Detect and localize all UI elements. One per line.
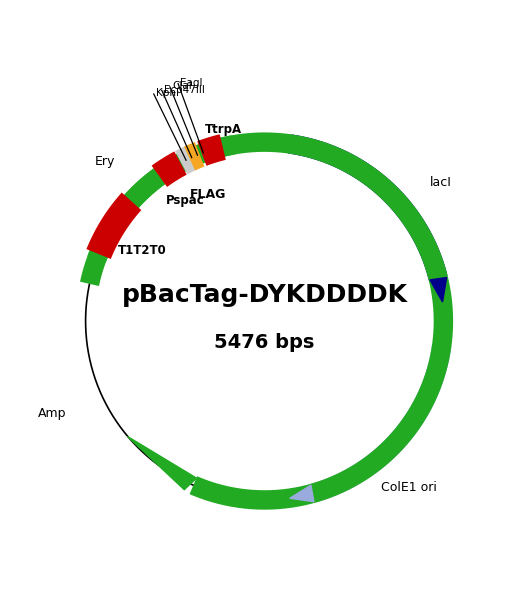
Text: lacI: lacI — [430, 176, 452, 189]
Text: FLAG: FLAG — [190, 188, 226, 201]
Polygon shape — [127, 436, 197, 490]
Text: 5476 bps: 5476 bps — [214, 332, 315, 352]
Text: ClaI: ClaI — [172, 82, 191, 91]
Text: ColE1 ori: ColE1 ori — [381, 481, 437, 494]
Text: pBacTag-DYKDDDDK: pBacTag-DYKDDDDK — [122, 283, 407, 307]
Text: Amp: Amp — [38, 407, 67, 420]
Text: Pspac: Pspac — [166, 194, 204, 207]
Text: Ery: Ery — [95, 155, 115, 168]
Polygon shape — [197, 134, 226, 166]
Polygon shape — [88, 257, 105, 280]
Polygon shape — [184, 142, 204, 170]
Polygon shape — [175, 146, 196, 175]
Polygon shape — [86, 193, 141, 259]
Text: Eco47III: Eco47III — [164, 85, 205, 95]
Text: TtrpA: TtrpA — [205, 124, 242, 136]
Polygon shape — [430, 277, 446, 302]
Polygon shape — [152, 151, 187, 187]
Text: KpnI: KpnI — [156, 88, 179, 98]
Polygon shape — [290, 485, 314, 502]
Text: T1T2T0: T1T2T0 — [117, 244, 166, 257]
Text: EagI: EagI — [180, 78, 203, 88]
